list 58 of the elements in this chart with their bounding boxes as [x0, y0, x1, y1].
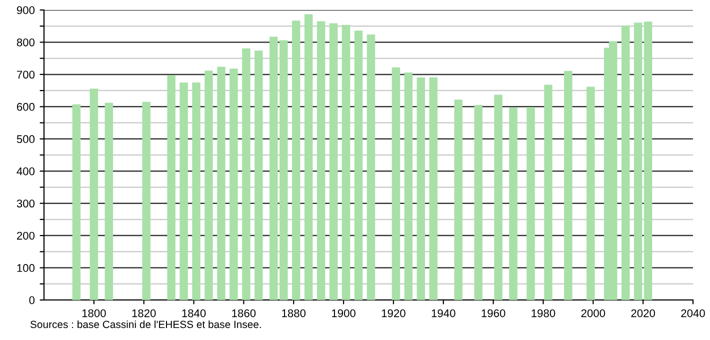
y-tick-label: 0: [29, 296, 35, 304]
bar: [621, 25, 630, 300]
bar: [564, 70, 572, 300]
x-tick-label: 1980: [532, 309, 556, 318]
bar: [230, 68, 238, 300]
bar: [292, 20, 300, 300]
bar: [494, 94, 502, 300]
bar: [509, 108, 518, 300]
bar: [474, 105, 482, 300]
bar: [429, 77, 438, 300]
bar: [544, 84, 552, 300]
bar: [217, 66, 226, 300]
bar: [192, 82, 200, 300]
bar: [167, 75, 176, 300]
x-tick-label: 1960: [482, 309, 506, 318]
bar: [316, 21, 326, 300]
y-tick-label: 500: [16, 135, 35, 144]
x-tick-label: 1860: [232, 309, 256, 318]
x-tick-label: 2000: [581, 309, 606, 318]
bar: [526, 106, 535, 300]
y-tick-label: 800: [16, 38, 35, 46]
bar: [254, 50, 263, 300]
x-tick-label: 1820: [132, 309, 156, 318]
y-tick-label: 100: [17, 264, 35, 272]
bar: [304, 14, 313, 300]
bar: [366, 34, 376, 300]
x-tick-label: 1900: [332, 309, 356, 318]
bar: [242, 48, 250, 300]
x-tick-label: 2040: [681, 309, 705, 318]
x-tick-label: 1920: [382, 309, 406, 318]
bar: [204, 70, 213, 300]
bar: [644, 22, 652, 300]
source-note: Sources : base Cassini de l'EHESS et base Insee.: [30, 320, 261, 328]
bar: [342, 24, 350, 300]
x-tick-label: 2020: [631, 309, 656, 318]
x-tick-label: 1840: [182, 309, 206, 318]
bar: [404, 72, 413, 300]
x-tick-label: 1880: [282, 309, 306, 318]
x-tick-label: 1940: [432, 309, 456, 318]
bar: [142, 102, 150, 300]
bar: [329, 23, 338, 300]
y-tick-label: 400: [16, 167, 35, 176]
bar: [72, 104, 81, 300]
bar: [90, 88, 98, 300]
y-tick-label: 300: [16, 200, 35, 208]
y-tick-label: 600: [17, 102, 35, 111]
bar: [392, 67, 400, 300]
bar: [586, 86, 595, 300]
bar: [104, 102, 114, 300]
y-tick-label: 200: [16, 232, 35, 240]
bar: [354, 30, 363, 300]
bar: [416, 77, 426, 300]
bar: [180, 82, 188, 300]
bar: [634, 22, 642, 300]
bar: [454, 100, 462, 300]
x-tick-label: 1800: [82, 309, 106, 318]
y-tick-label: 900: [16, 6, 35, 14]
y-tick-label: 700: [17, 70, 35, 79]
